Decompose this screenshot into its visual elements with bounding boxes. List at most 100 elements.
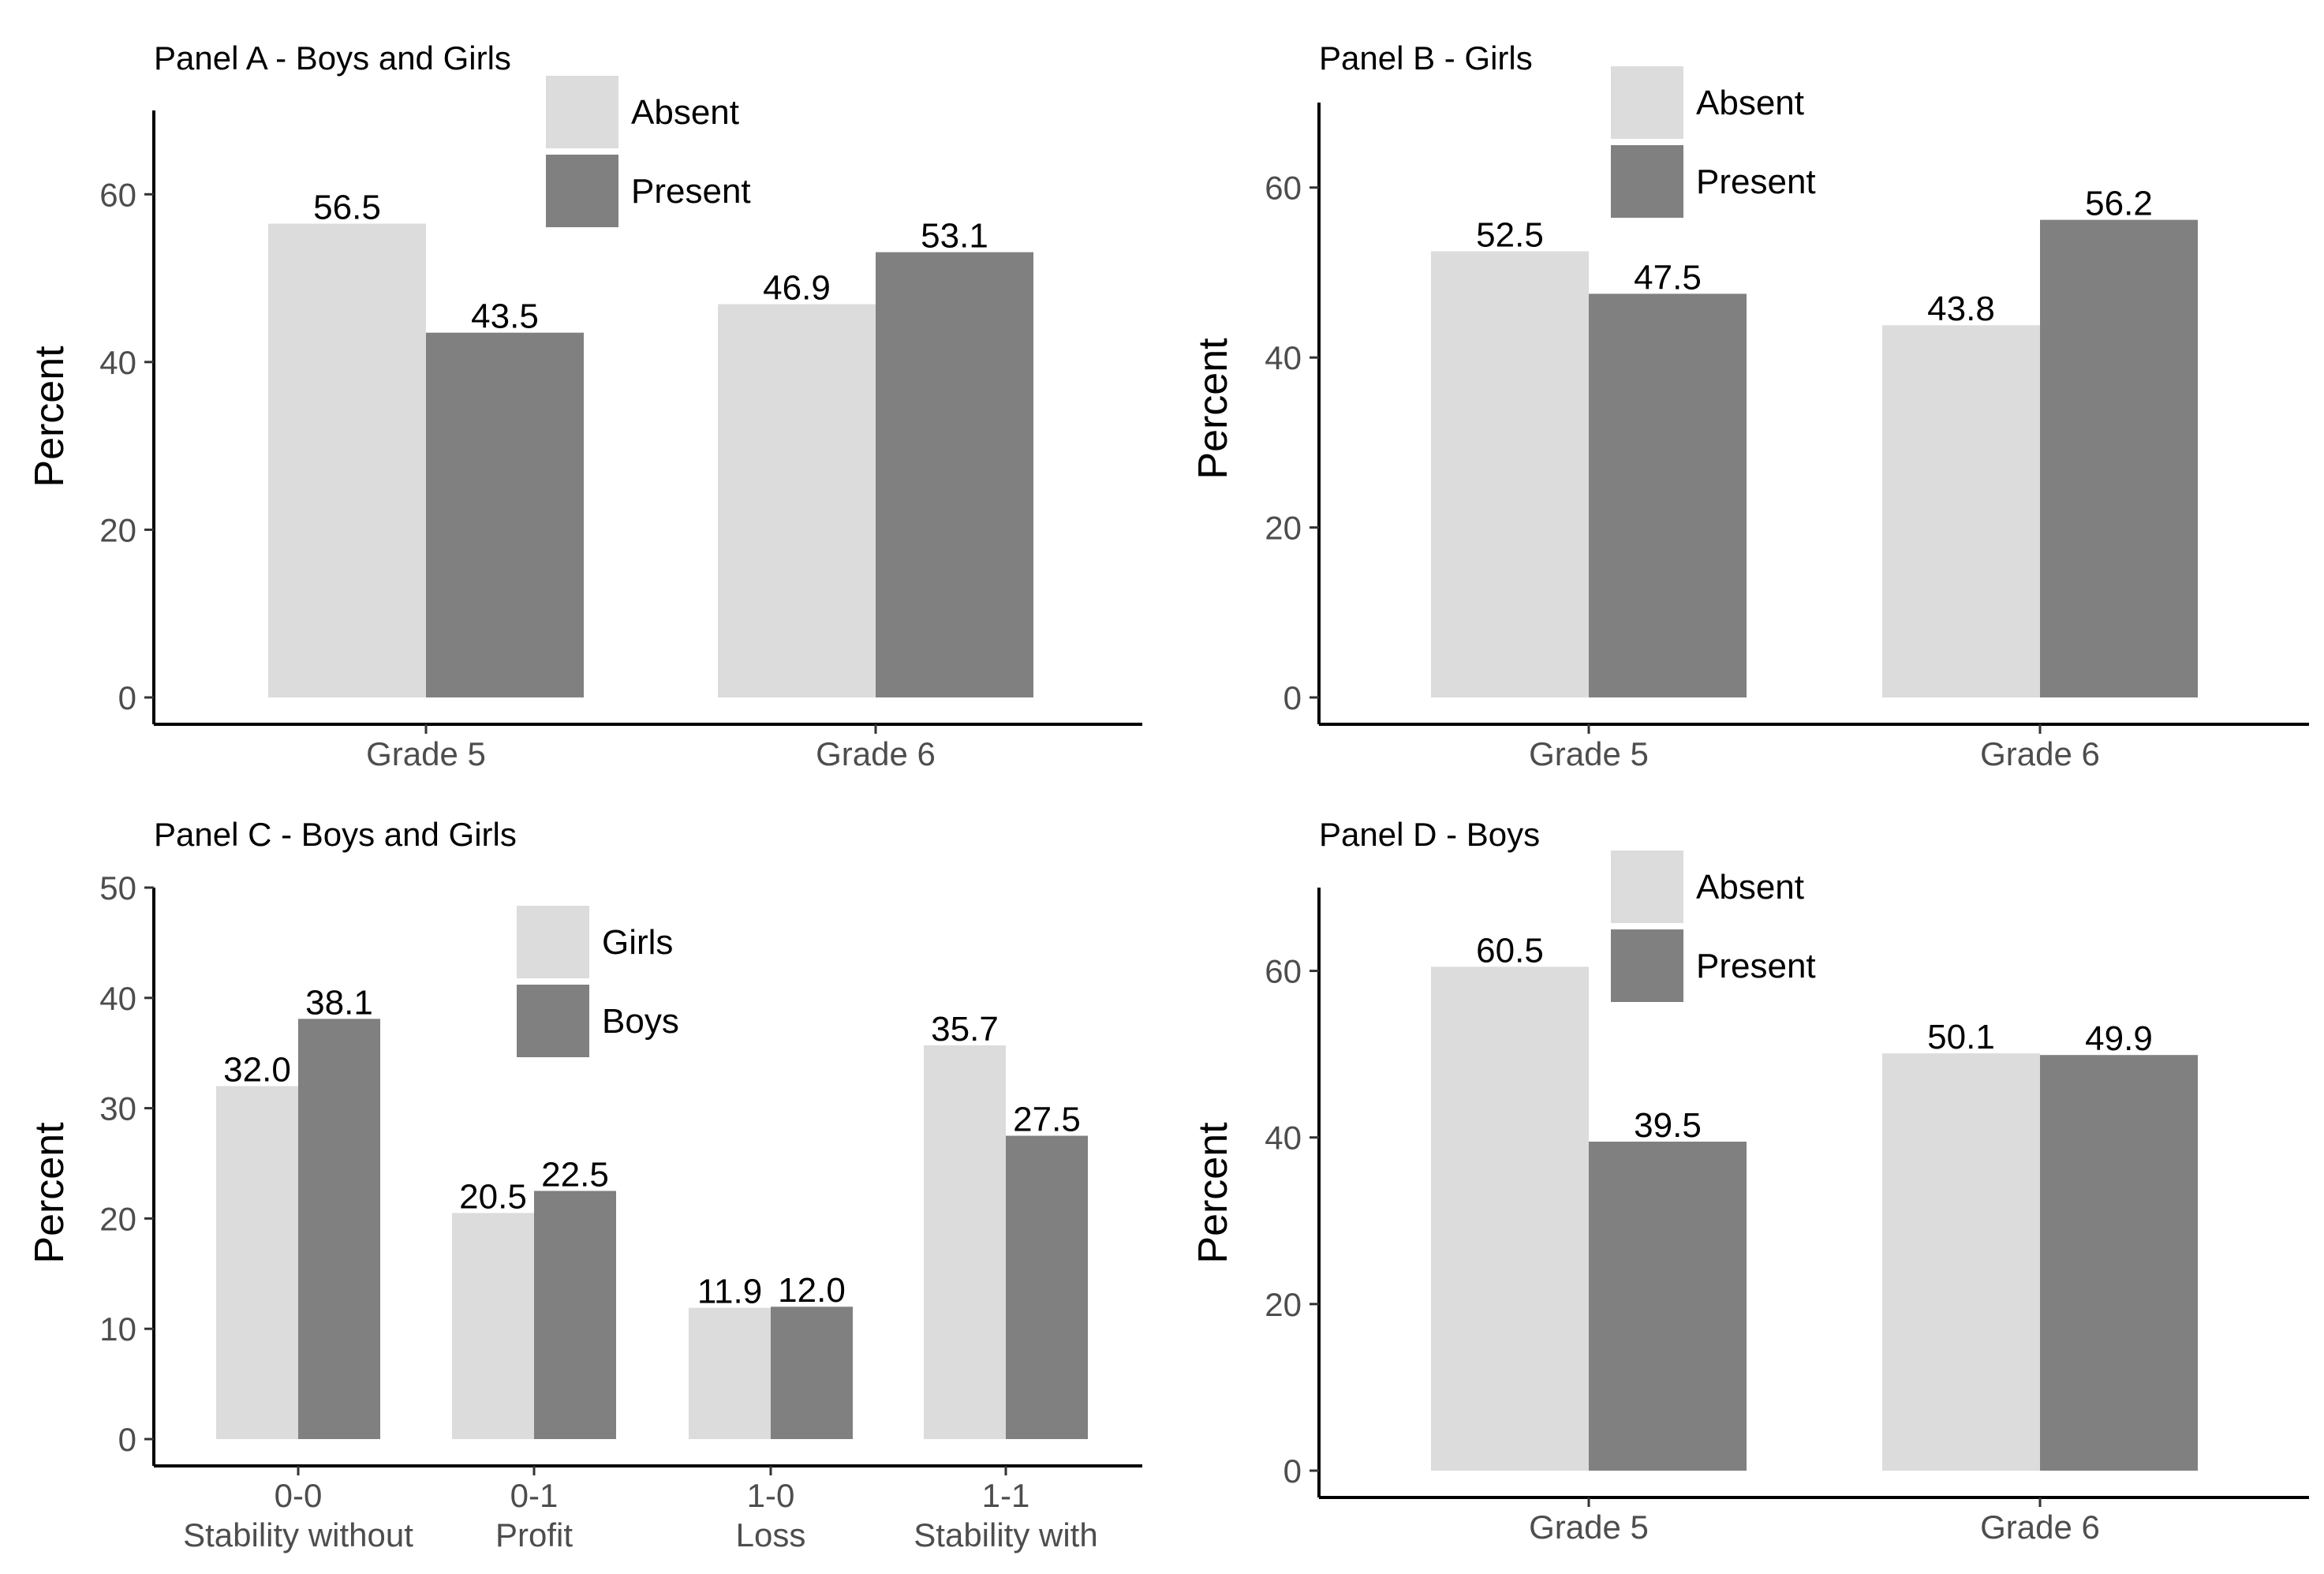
panel-a-y-tick-label: 0	[118, 679, 136, 716]
panel-d-legend-label-absent: Absent	[1696, 868, 1804, 907]
panel-a-y-tick-label: 40	[99, 344, 136, 381]
panel-c-x-tick-label: 1-1 Stability with	[914, 1477, 1097, 1553]
panel-c-data-label: 11.9	[697, 1273, 762, 1311]
panel-b-legend: Absent Present	[1611, 66, 1816, 218]
panel-c-x-tick-line: 1-1	[982, 1477, 1030, 1514]
panel-a-legend-swatch-present	[546, 155, 618, 227]
panel-c-legend-swatch-girls	[517, 906, 589, 978]
panel-a-bar-absent-2	[718, 304, 876, 697]
panel-b: Panel B - Girls 52.5 43.8 47.5 56.2 0 20 40 60 Gr…	[1190, 39, 2309, 772]
panel-a-y-tick-label: 20	[99, 511, 136, 548]
panel-c-x-tick-line: Loss	[736, 1516, 806, 1553]
panel-b-y-tick-label: 40	[1265, 339, 1302, 376]
panel-c-bar-girls-3	[689, 1307, 771, 1439]
panel-a-legend-label-present: Present	[631, 172, 751, 211]
panel-a-x-tick-label: Grade 5	[366, 735, 486, 772]
panel-a-y-label: Percent	[27, 346, 73, 488]
panel-d-bar-present-1	[1589, 1141, 1747, 1471]
panel-c-x-tick-line: 1-0	[747, 1477, 795, 1514]
panel-c-data-label: 35.7	[931, 1010, 999, 1049]
panel-c-bar-boys-2	[534, 1191, 616, 1439]
panel-c-bar-boys-3	[771, 1307, 853, 1439]
panel-a-data-label: 46.9	[763, 269, 831, 308]
panel-d-y-label: Percent	[1190, 1122, 1236, 1264]
panel-d-x-tick-line: Grade 5	[1529, 1509, 1649, 1546]
panel-a-data-label: 56.5	[313, 188, 381, 226]
panel-c-y-tick-label: 30	[99, 1090, 136, 1127]
panel-c-y-tick-label: 20	[99, 1200, 136, 1237]
panel-b-x-tick-label: Grade 5	[1529, 735, 1649, 772]
panel-d-legend-swatch-present	[1611, 929, 1683, 1002]
panel-b-legend-swatch-present	[1611, 145, 1683, 218]
panel-b-bar-absent-2	[1882, 325, 2040, 697]
panel-c-bar-girls-1	[216, 1086, 298, 1439]
panel-d-y-tick-label: 60	[1265, 953, 1302, 990]
panel-c-title: Panel C - Boys and Girls	[154, 816, 517, 853]
panel-b-bar-present-2	[2040, 219, 2198, 697]
panel-b-data-label: 56.2	[2085, 185, 2153, 223]
panel-c-bar-boys-4	[1006, 1135, 1088, 1439]
panel-b-x-tick-line: Grade 5	[1529, 735, 1649, 772]
panel-c-bar-girls-2	[452, 1213, 534, 1439]
panel-a-y-tick-label: 60	[99, 176, 136, 213]
panel-b-x-tick-line: Grade 6	[1980, 735, 2100, 772]
panel-d-data-label: 39.5	[1634, 1106, 1702, 1145]
panel-b-title: Panel B - Girls	[1319, 39, 1533, 77]
panel-c-legend-label-boys: Boys	[602, 1002, 679, 1041]
panel-c-bar-girls-4	[924, 1045, 1006, 1439]
panel-c-x-tick-label: 1-0 Loss	[736, 1477, 806, 1553]
panel-c-data-label: 27.5	[1013, 1101, 1081, 1139]
panel-c: Panel C - Boys and Girls 32.0 20.5 11.9 35.7…	[27, 816, 1142, 1553]
panel-b-x-tick-label: Grade 6	[1980, 735, 2100, 772]
panel-d-data-label: 50.1	[1927, 1018, 1995, 1056]
panel-c-x-tick-label: 0-1 Profit	[495, 1477, 573, 1553]
panel-b-data-label: 47.5	[1634, 258, 1702, 297]
panel-d-y-tick-label: 40	[1265, 1120, 1302, 1157]
panel-d-legend-swatch-absent	[1611, 851, 1683, 923]
panel-c-legend-swatch-boys	[517, 985, 589, 1057]
panel-d-legend-label-present: Present	[1696, 947, 1816, 985]
panel-d-bar-present-2	[2040, 1055, 2198, 1471]
panel-d-legend: Absent Present	[1611, 851, 1816, 1002]
panel-c-y-tick-label: 10	[99, 1310, 136, 1348]
panel-b-data-label: 43.8	[1927, 290, 1995, 328]
panel-a-x-tick-line: Grade 5	[366, 735, 486, 772]
panel-d-title: Panel D - Boys	[1319, 816, 1540, 853]
panel-d-y-tick-label: 0	[1283, 1452, 1302, 1490]
panel-b-bar-absent-1	[1431, 251, 1589, 697]
panel-d-data-label: 49.9	[2085, 1019, 2153, 1058]
panel-d-x-tick-label: Grade 5	[1529, 1509, 1649, 1546]
panel-c-x-tick-line: Stability with	[914, 1516, 1097, 1553]
panel-c-y-label: Percent	[27, 1122, 73, 1264]
panel-b-legend-swatch-absent	[1611, 66, 1683, 139]
panel-a-legend-label-absent: Absent	[631, 93, 739, 132]
panel-c-legend-label-girls: Girls	[602, 923, 673, 962]
panel-d-bar-absent-2	[1882, 1053, 2040, 1471]
panel-c-x-tick-label: 0-0 Stability without	[183, 1477, 413, 1553]
panel-d-x-tick-line: Grade 6	[1980, 1509, 2100, 1546]
panel-a: Panel A - Boys and Girls 56.5 46.9 43.5 53.1…	[27, 39, 1142, 772]
panel-b-y-tick-label: 20	[1265, 510, 1302, 547]
panel-c-y-tick-label: 50	[99, 869, 136, 907]
panel-a-bar-absent-1	[268, 223, 426, 697]
panel-a-title: Panel A - Boys and Girls	[154, 39, 511, 77]
panel-d-bar-absent-1	[1431, 966, 1589, 1471]
panel-b-legend-label-absent: Absent	[1696, 84, 1804, 122]
panel-d-y-tick-label: 20	[1265, 1286, 1302, 1323]
panel-d-x-tick-label: Grade 6	[1980, 1509, 2100, 1546]
panel-c-y-tick-label: 40	[99, 980, 136, 1017]
panel-c-data-label: 22.5	[541, 1155, 609, 1194]
panel-b-y-tick-label: 60	[1265, 170, 1302, 207]
panel-a-x-tick-line: Grade 6	[816, 735, 936, 772]
panel-a-data-label: 43.5	[471, 297, 539, 336]
panel-c-data-label: 12.0	[778, 1271, 846, 1310]
panel-c-x-tick-line: Profit	[495, 1516, 573, 1553]
panel-c-x-tick-line: Stability without	[183, 1516, 413, 1553]
panel-b-legend-label-present: Present	[1696, 163, 1816, 201]
panel-b-y-tick-label: 0	[1283, 679, 1302, 716]
panel-b-bar-present-1	[1589, 293, 1747, 697]
panel-c-data-label: 38.1	[305, 983, 373, 1022]
panel-a-legend-swatch-absent	[546, 76, 618, 148]
panel-c-data-label: 32.0	[223, 1051, 291, 1090]
